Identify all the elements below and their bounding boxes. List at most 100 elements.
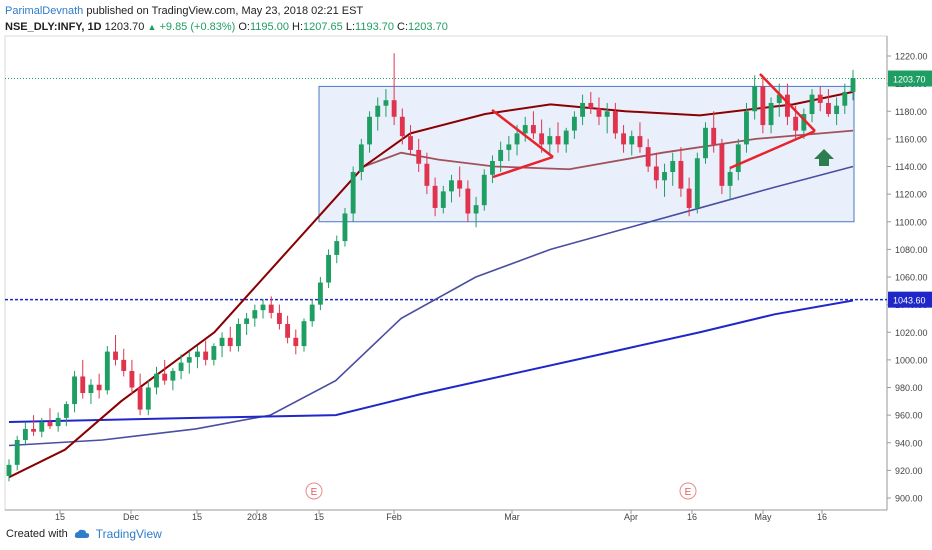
x-tick-label: Apr <box>624 512 638 522</box>
candle-body <box>47 422 53 427</box>
published-text: published on TradingView.com, May 23, 20… <box>86 5 364 17</box>
candle-body <box>252 310 258 319</box>
candle-body <box>653 166 659 181</box>
earnings-marker <box>679 482 697 500</box>
y-tick-label: 960.00 <box>895 411 923 421</box>
candle-body <box>113 351 118 360</box>
tradingview-cloud-icon <box>74 529 89 538</box>
x-tick-label: 15 <box>55 512 65 522</box>
candle-body <box>752 86 758 112</box>
x-tick-label: Dec <box>123 512 140 522</box>
candle-body <box>391 100 397 117</box>
y-tick-label: 1120.00 <box>895 190 927 200</box>
candle-body <box>342 213 348 242</box>
candle-body <box>162 373 168 381</box>
y-tick-label: 940.00 <box>895 438 923 448</box>
candle-body <box>457 180 463 189</box>
last-price: 1203.70 <box>104 21 145 33</box>
chart-header: ParimalDevnath published on TradingView.… <box>5 3 448 35</box>
candle-body <box>96 384 102 391</box>
x-tick-label: Feb <box>386 512 402 522</box>
candle-body <box>604 111 610 117</box>
y-tick-label: 1060.00 <box>895 273 928 283</box>
candle-body <box>744 111 749 145</box>
candle-body <box>571 116 577 131</box>
candle-body <box>22 428 28 440</box>
candle-body <box>236 323 241 347</box>
x-tick-label: 16 <box>687 512 697 522</box>
sma-dark-red-line <box>8 90 854 479</box>
candle-body <box>432 185 438 208</box>
low-value: 1193.70 <box>355 21 394 33</box>
y-tick-label: 900.00 <box>895 494 923 504</box>
candle-body <box>522 125 528 134</box>
last-price-tag <box>888 70 932 87</box>
candle-body <box>530 125 536 134</box>
candle-body <box>547 136 553 145</box>
footer: Created with TradingView <box>6 527 162 541</box>
y-tick-label: 980.00 <box>895 383 923 393</box>
candle-body <box>145 387 151 410</box>
y-tick-label: 1080.00 <box>895 245 928 255</box>
pattern-upper-line-1 <box>491 109 554 158</box>
author-link[interactable]: ParimalDevnath <box>5 5 84 17</box>
candle-body <box>817 94 823 103</box>
x-tick-label: 15 <box>314 512 324 522</box>
candle-body <box>801 114 807 131</box>
candle-body <box>383 100 389 106</box>
candle-body <box>555 136 561 145</box>
y-tick-label: 1000.00 <box>895 355 928 365</box>
candle-body <box>694 158 700 208</box>
candle-body <box>6 464 12 476</box>
earnings-marker <box>305 482 323 500</box>
candle-body <box>662 172 667 181</box>
candle-body <box>350 172 356 214</box>
change-value: +9.85 (+0.83%) <box>159 21 236 33</box>
x-tick-label: Mar <box>504 512 520 522</box>
open-label: O: <box>238 21 250 33</box>
candle-body <box>178 362 184 371</box>
candle-body <box>490 160 495 175</box>
candle-body <box>170 370 176 381</box>
candle-body <box>408 136 413 150</box>
candle-body <box>186 357 192 363</box>
candle-body <box>514 133 520 145</box>
y-tick-label: 1180.00 <box>895 107 927 117</box>
candle-body <box>424 163 430 186</box>
y-tick-label: 1020.00 <box>895 328 928 338</box>
y-tick-label: 1140.00 <box>895 162 927 172</box>
candle-body <box>465 188 471 214</box>
close-label: C: <box>397 21 409 33</box>
candle-body <box>645 147 651 167</box>
pattern-upper-line-2 <box>759 73 816 132</box>
candle-body <box>260 304 266 311</box>
candle-body <box>793 116 799 131</box>
up-arrow-icon: ▲ <box>147 22 157 32</box>
y-tick-label: 920.00 <box>895 466 923 476</box>
open-value: 1195.00 <box>250 21 289 33</box>
candle-body <box>55 417 61 427</box>
candle-body <box>539 133 545 145</box>
earnings-marker-label: E <box>685 487 692 498</box>
support-price-tag <box>888 291 932 308</box>
candle-body <box>711 127 717 145</box>
symbol-label[interactable]: NSE_DLY:INFY, 1D <box>5 21 102 33</box>
candle-body <box>621 133 626 145</box>
candle-body <box>121 359 127 371</box>
candle-body <box>481 174 487 206</box>
candle-body <box>129 370 135 388</box>
candle-body <box>842 91 848 106</box>
candle-body <box>449 180 454 192</box>
candle-body <box>244 318 250 324</box>
candle-body <box>268 304 274 313</box>
candle-body <box>719 144 725 186</box>
candle-body <box>506 144 512 150</box>
x-tick-label: 15 <box>192 512 202 522</box>
candle-body <box>498 149 504 161</box>
breakout-arrow-icon <box>814 149 834 166</box>
tradingview-brand[interactable]: TradingView <box>95 527 162 541</box>
candle-body <box>358 144 364 173</box>
candle-body <box>785 94 790 117</box>
candle-body <box>686 188 692 208</box>
